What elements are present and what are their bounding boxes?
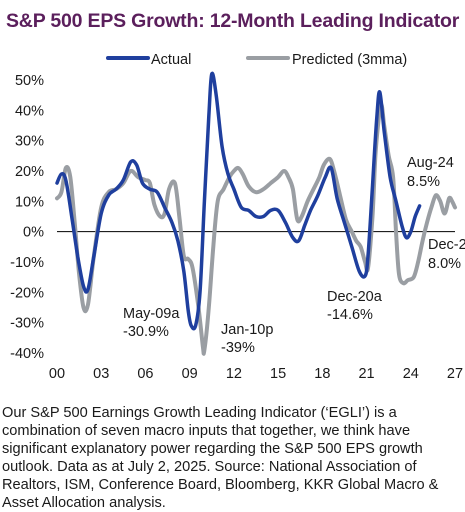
y-tick-label: 50% xyxy=(15,73,44,89)
y-tick-label: 0% xyxy=(23,225,44,241)
chart-title: S&P 500 EPS Growth: 12-Month Leading Ind… xyxy=(6,10,460,32)
x-tick-label: 18 xyxy=(314,366,330,382)
line-chart: Actual Predicted (3mma) 50% 40% 30% 20% 10% 0… xyxy=(10,52,465,382)
y-tick-label: 20% xyxy=(15,164,44,180)
y-tick-label: -10% xyxy=(10,255,44,271)
y-tick-label: 30% xyxy=(15,134,44,150)
x-tick-label: 27 xyxy=(447,366,463,382)
annotation-aug24-label: Aug-24 xyxy=(407,155,454,171)
annotation-may09-label: May-09a xyxy=(123,306,180,322)
legend-label-predicted: Predicted (3mma) xyxy=(292,52,407,68)
y-axis: 50% 40% 30% 20% 10% 0% -10% -20% -30% -40% xyxy=(10,73,44,362)
y-tick-label: -40% xyxy=(10,346,44,362)
annotation-jan10-value: -39% xyxy=(221,340,255,356)
x-tick-label: 00 xyxy=(49,366,65,382)
annotation-aug24-value: 8.5% xyxy=(407,174,440,190)
annotation-dec20-label: Dec-20a xyxy=(327,289,383,305)
y-tick-label: 10% xyxy=(15,194,44,210)
x-tick-label: 24 xyxy=(403,366,419,382)
x-tick-label: 15 xyxy=(270,366,286,382)
x-tick-label: 09 xyxy=(182,366,198,382)
series-actual-line xyxy=(55,71,422,331)
series-predicted-line xyxy=(55,102,457,356)
x-tick-label: 21 xyxy=(358,366,374,382)
annotation-dec2-value: 8.0% xyxy=(428,256,461,272)
annotation-jan10-label: Jan-10p xyxy=(221,322,273,338)
annotation-may09-value: -30.9% xyxy=(123,324,169,340)
x-tick-label: 06 xyxy=(137,366,153,382)
x-tick-label: 03 xyxy=(93,366,109,382)
x-axis: 00 03 06 09 12 15 18 21 24 27 xyxy=(49,366,463,382)
footnote: Our S&P 500 Earnings Growth Leading Indi… xyxy=(2,405,439,511)
annotations: May-09a -30.9% Jan-10p -39% Dec-20a -14.… xyxy=(123,155,465,356)
y-tick-label: -20% xyxy=(10,285,44,301)
y-tick-label: -30% xyxy=(10,316,44,332)
y-tick-label: 40% xyxy=(15,103,44,119)
x-tick-label: 12 xyxy=(226,366,242,382)
annotation-dec2-label: Dec-2 xyxy=(428,237,465,253)
legend: Actual Predicted (3mma) xyxy=(106,52,407,68)
annotation-dec20-value: -14.6% xyxy=(327,307,373,323)
legend-label-actual: Actual xyxy=(151,52,191,68)
